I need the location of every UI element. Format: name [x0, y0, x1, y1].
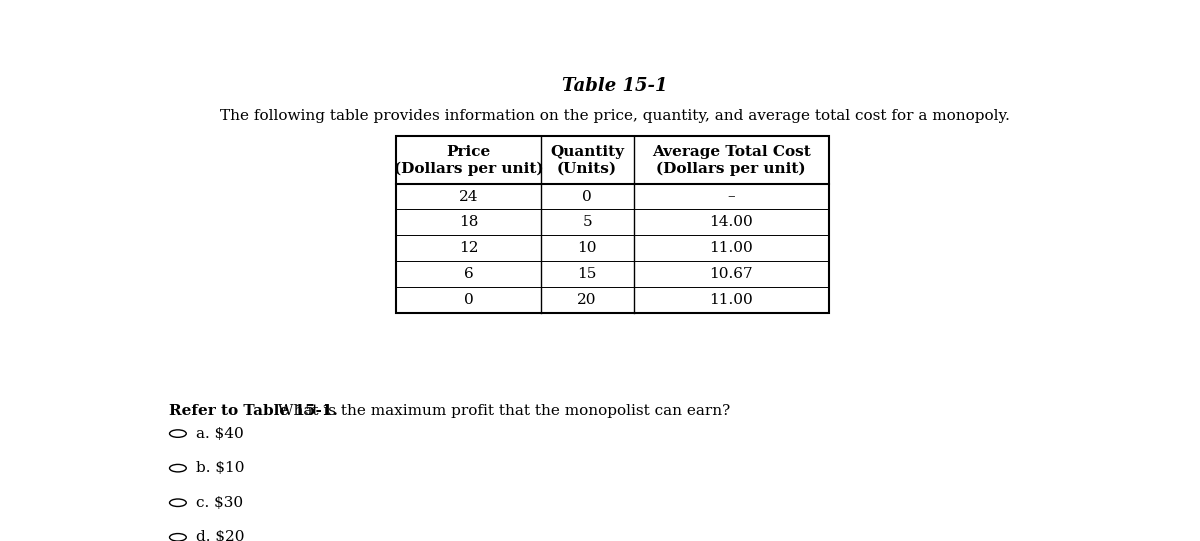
Text: Quantity: Quantity: [550, 145, 624, 159]
Text: 0: 0: [582, 189, 592, 203]
Text: Table 15-1: Table 15-1: [563, 77, 667, 95]
Text: 15: 15: [577, 267, 596, 281]
Text: 11.00: 11.00: [709, 293, 754, 307]
Text: Refer to Table 15-1.: Refer to Table 15-1.: [168, 405, 337, 418]
Text: 5: 5: [582, 215, 592, 229]
Text: (Dollars per unit): (Dollars per unit): [394, 162, 544, 176]
Text: 18: 18: [458, 215, 479, 229]
Text: c. $30: c. $30: [197, 496, 244, 510]
Text: 12: 12: [458, 241, 479, 255]
Text: 11.00: 11.00: [709, 241, 754, 255]
Text: a. $40: a. $40: [197, 427, 245, 440]
Text: 6: 6: [463, 267, 474, 281]
Text: What is the maximum profit that the monopolist can earn?: What is the maximum profit that the mono…: [272, 405, 730, 418]
Text: d. $20: d. $20: [197, 530, 245, 541]
Text: 0: 0: [463, 293, 474, 307]
Text: 20: 20: [577, 293, 596, 307]
Text: Price: Price: [446, 145, 491, 159]
Text: 10: 10: [577, 241, 596, 255]
Text: Average Total Cost: Average Total Cost: [652, 145, 811, 159]
Bar: [396, 136, 829, 313]
Text: 14.00: 14.00: [709, 215, 754, 229]
Text: (Units): (Units): [557, 162, 617, 176]
Text: 24: 24: [458, 189, 479, 203]
Text: b. $10: b. $10: [197, 461, 245, 475]
Text: –: –: [727, 189, 736, 203]
Text: 10.67: 10.67: [709, 267, 754, 281]
Text: The following table provides information on the price, quantity, and average tot: The following table provides information…: [220, 109, 1010, 123]
Text: (Dollars per unit): (Dollars per unit): [656, 162, 806, 176]
